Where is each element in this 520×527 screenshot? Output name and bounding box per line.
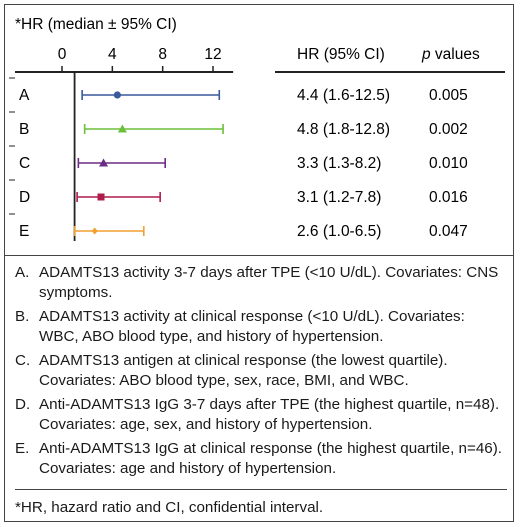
note-e: E. Anti-ADAMTS13 IgG at clinical response… (15, 439, 507, 478)
note-a: A. ADAMTS13 activity 3-7 days after TPE (… (15, 263, 507, 302)
x-tick-label: 8 (158, 46, 167, 63)
hr-column-header: HR (95% CI) (297, 46, 385, 63)
section-divider (5, 255, 513, 256)
x-tick-label: 12 (204, 46, 221, 63)
note-letter: D. (15, 396, 31, 413)
x-tick-label: 0 (58, 46, 67, 63)
note-text: ADAMTS13 antigen at clinical response (t… (39, 352, 448, 389)
hr-point (91, 227, 98, 235)
hr-point (97, 193, 105, 201)
p-value: 0.005 (429, 87, 468, 104)
footnote: *HR, hazard ratio and CI, confidential i… (15, 489, 507, 516)
p-column-header: p values (421, 46, 480, 63)
note-letter: B. (15, 308, 30, 325)
p-value: 0.016 (429, 189, 468, 206)
x-tick-label: 4 (108, 46, 117, 63)
figure-panel: *HR (median ± 95% CI) 0 4 8 12 HR (95% CI) p v… (4, 4, 514, 522)
row-label: A (19, 87, 30, 104)
row-label: E (19, 223, 29, 240)
p-value: 0.047 (429, 223, 468, 240)
note-letter: C. (15, 352, 31, 369)
note-text: ADAMTS13 activity 3-7 days after TPE (<1… (39, 264, 499, 301)
note-letter: A. (15, 264, 30, 281)
hr-point (117, 124, 127, 133)
forest-plot: *HR (median ± 95% CI) 0 4 8 12 HR (95% CI) p v… (9, 16, 505, 241)
hr-point (99, 158, 109, 167)
hr-value: 3.3 (1.3-8.2) (297, 155, 381, 172)
note-text: Anti-ADAMTS13 IgG at clinical response (… (39, 440, 503, 477)
hr-value: 4.4 (1.6-12.5) (297, 87, 390, 104)
covariate-notes: A. ADAMTS13 activity 3-7 days after TPE (… (15, 263, 507, 483)
hr-value: 4.8 (1.8-12.8) (297, 121, 390, 138)
row-label: D (19, 189, 30, 206)
note-text: ADAMTS13 activity at clinical response (… (39, 308, 465, 345)
note-letter: E. (15, 440, 30, 457)
note-d: D. Anti-ADAMTS13 IgG 3-7 days after TPE (… (15, 395, 507, 434)
hr-value: 3.1 (1.2-7.8) (297, 189, 381, 206)
axis-title: *HR (median ± 95% CI) (15, 16, 177, 33)
p-value: 0.010 (429, 155, 468, 172)
p-value: 0.002 (429, 121, 468, 138)
note-text: Anti-ADAMTS13 IgG 3-7 days after TPE (th… (39, 396, 500, 433)
note-b: B. ADAMTS13 activity at clinical response… (15, 307, 507, 346)
row-label: C (19, 155, 30, 172)
note-c: C. ADAMTS13 antigen at clinical response … (15, 351, 507, 390)
row-label: B (19, 121, 29, 138)
hr-point (113, 91, 121, 99)
hr-value: 2.6 (1.0-6.5) (297, 223, 381, 240)
